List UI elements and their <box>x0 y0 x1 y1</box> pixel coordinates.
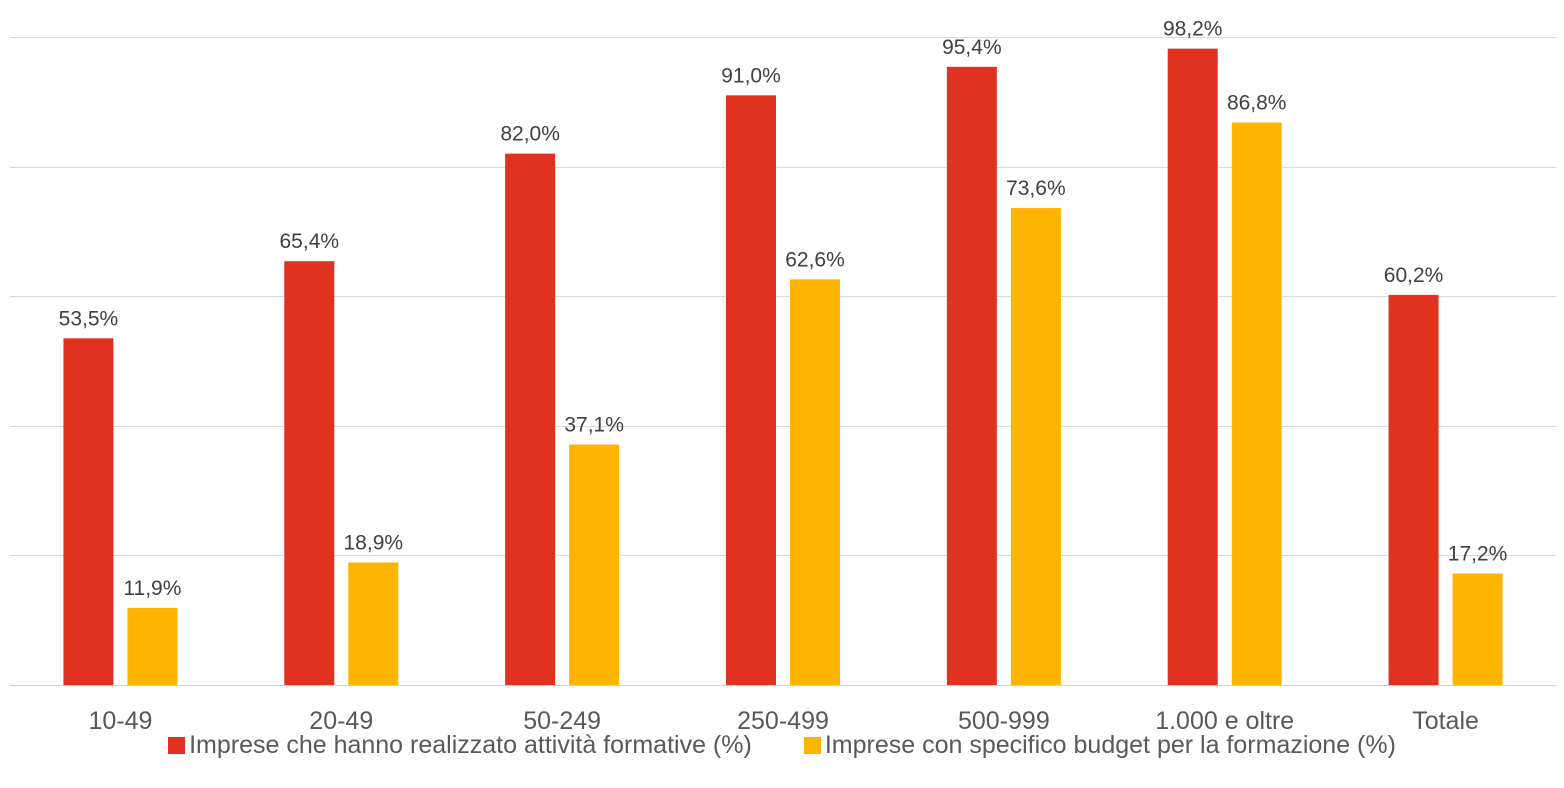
x-tick-label: 50-249 <box>523 707 601 735</box>
bar-activity <box>505 153 556 685</box>
x-tick-label: Totale <box>1412 707 1479 735</box>
bar-budget <box>1231 122 1282 685</box>
legend-swatch-budget <box>803 737 821 754</box>
data-label: 17,2% <box>1448 543 1508 566</box>
data-label: 37,1% <box>564 414 624 437</box>
legend-item-activity: Imprese che hanno realizzato attività fo… <box>168 731 752 760</box>
data-label: 82,0% <box>500 123 560 146</box>
bar-budget <box>1010 208 1061 685</box>
x-tick-labels: 10-49 20-49 50-249 250-499 500-999 1.000 e ol… <box>88 707 1478 735</box>
bar-budget <box>1452 573 1503 685</box>
bar-budget <box>127 607 178 685</box>
data-label: 62,6% <box>785 248 845 271</box>
legend-label-activity: Imprese che hanno realizzato attività fo… <box>189 731 752 759</box>
bars <box>63 48 1503 686</box>
bar-budget <box>348 562 399 685</box>
data-label: 91,0% <box>721 64 781 87</box>
x-tick-label: 250-499 <box>737 707 829 735</box>
bar-activity <box>63 338 114 685</box>
bar-budget <box>790 279 840 685</box>
bar-activity <box>726 95 776 685</box>
x-tick-label: 1.000 e oltre <box>1155 707 1294 735</box>
legend-swatch-activity <box>168 737 186 754</box>
data-label: 60,2% <box>1384 264 1444 287</box>
legend: Imprese che hanno realizzato attività fo… <box>0 731 1564 760</box>
data-label: 53,5% <box>59 307 119 330</box>
data-label: 98,2% <box>1163 18 1223 41</box>
bar-budget <box>569 444 620 685</box>
legend-item-budget: Imprese con specifico budget per la form… <box>803 731 1396 760</box>
x-tick-label: 10-49 <box>88 707 152 735</box>
bar-activity <box>284 261 335 685</box>
gridlines <box>10 37 1556 686</box>
bar-activity <box>1167 48 1218 685</box>
value-labels: 53,5% 11,9% 65,4% 18,9% 82,0% 37,1% 91,0% 62,6%… <box>59 18 1508 600</box>
data-label: 18,9% <box>344 532 404 555</box>
data-label: 65,4% <box>280 230 340 253</box>
bar-activity <box>1388 294 1439 685</box>
data-label: 11,9% <box>123 577 181 600</box>
x-tick-label: 20-49 <box>309 707 373 735</box>
bar-activity <box>946 66 997 686</box>
data-label: 86,8% <box>1227 92 1287 115</box>
legend-label-budget: Imprese con specifico budget per la form… <box>824 731 1396 759</box>
data-label: 73,6% <box>1006 177 1066 200</box>
x-tick-label: 500-999 <box>958 707 1050 735</box>
data-label: 95,4% <box>942 36 1002 59</box>
